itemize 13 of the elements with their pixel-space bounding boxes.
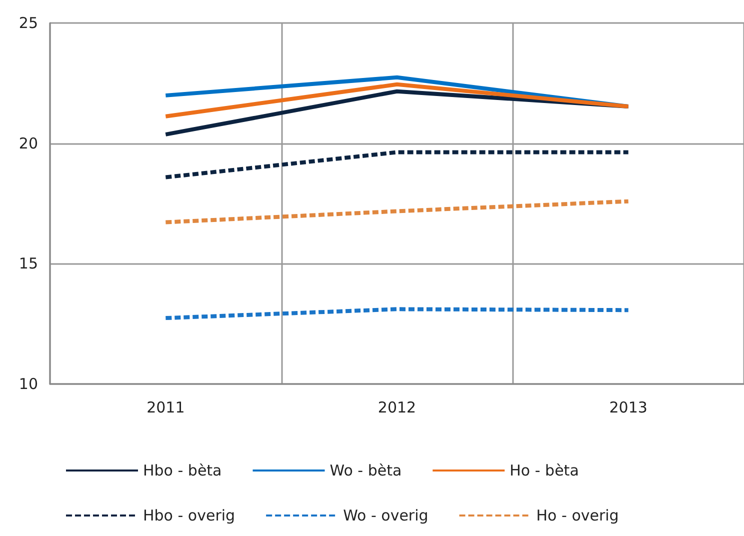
x-tick-label: 2011 [146,398,185,416]
legend-label: Hbo - overig [143,506,236,524]
x-tick-label: 2013 [609,398,648,416]
y-tick-label: 25 [18,14,38,32]
legend-label: Hbo - bèta [143,462,222,480]
y-tick-label: 20 [18,134,38,152]
y-tick-label: 15 [18,254,38,273]
legend-label: Wo - bèta [330,462,402,480]
legend-label: Ho - overig [536,506,619,524]
x-tick-label: 2012 [378,398,416,416]
legend-label: Ho - bèta [510,462,579,480]
legend-label: Wo - overig [343,506,428,524]
y-tick-label: 10 [18,375,38,393]
